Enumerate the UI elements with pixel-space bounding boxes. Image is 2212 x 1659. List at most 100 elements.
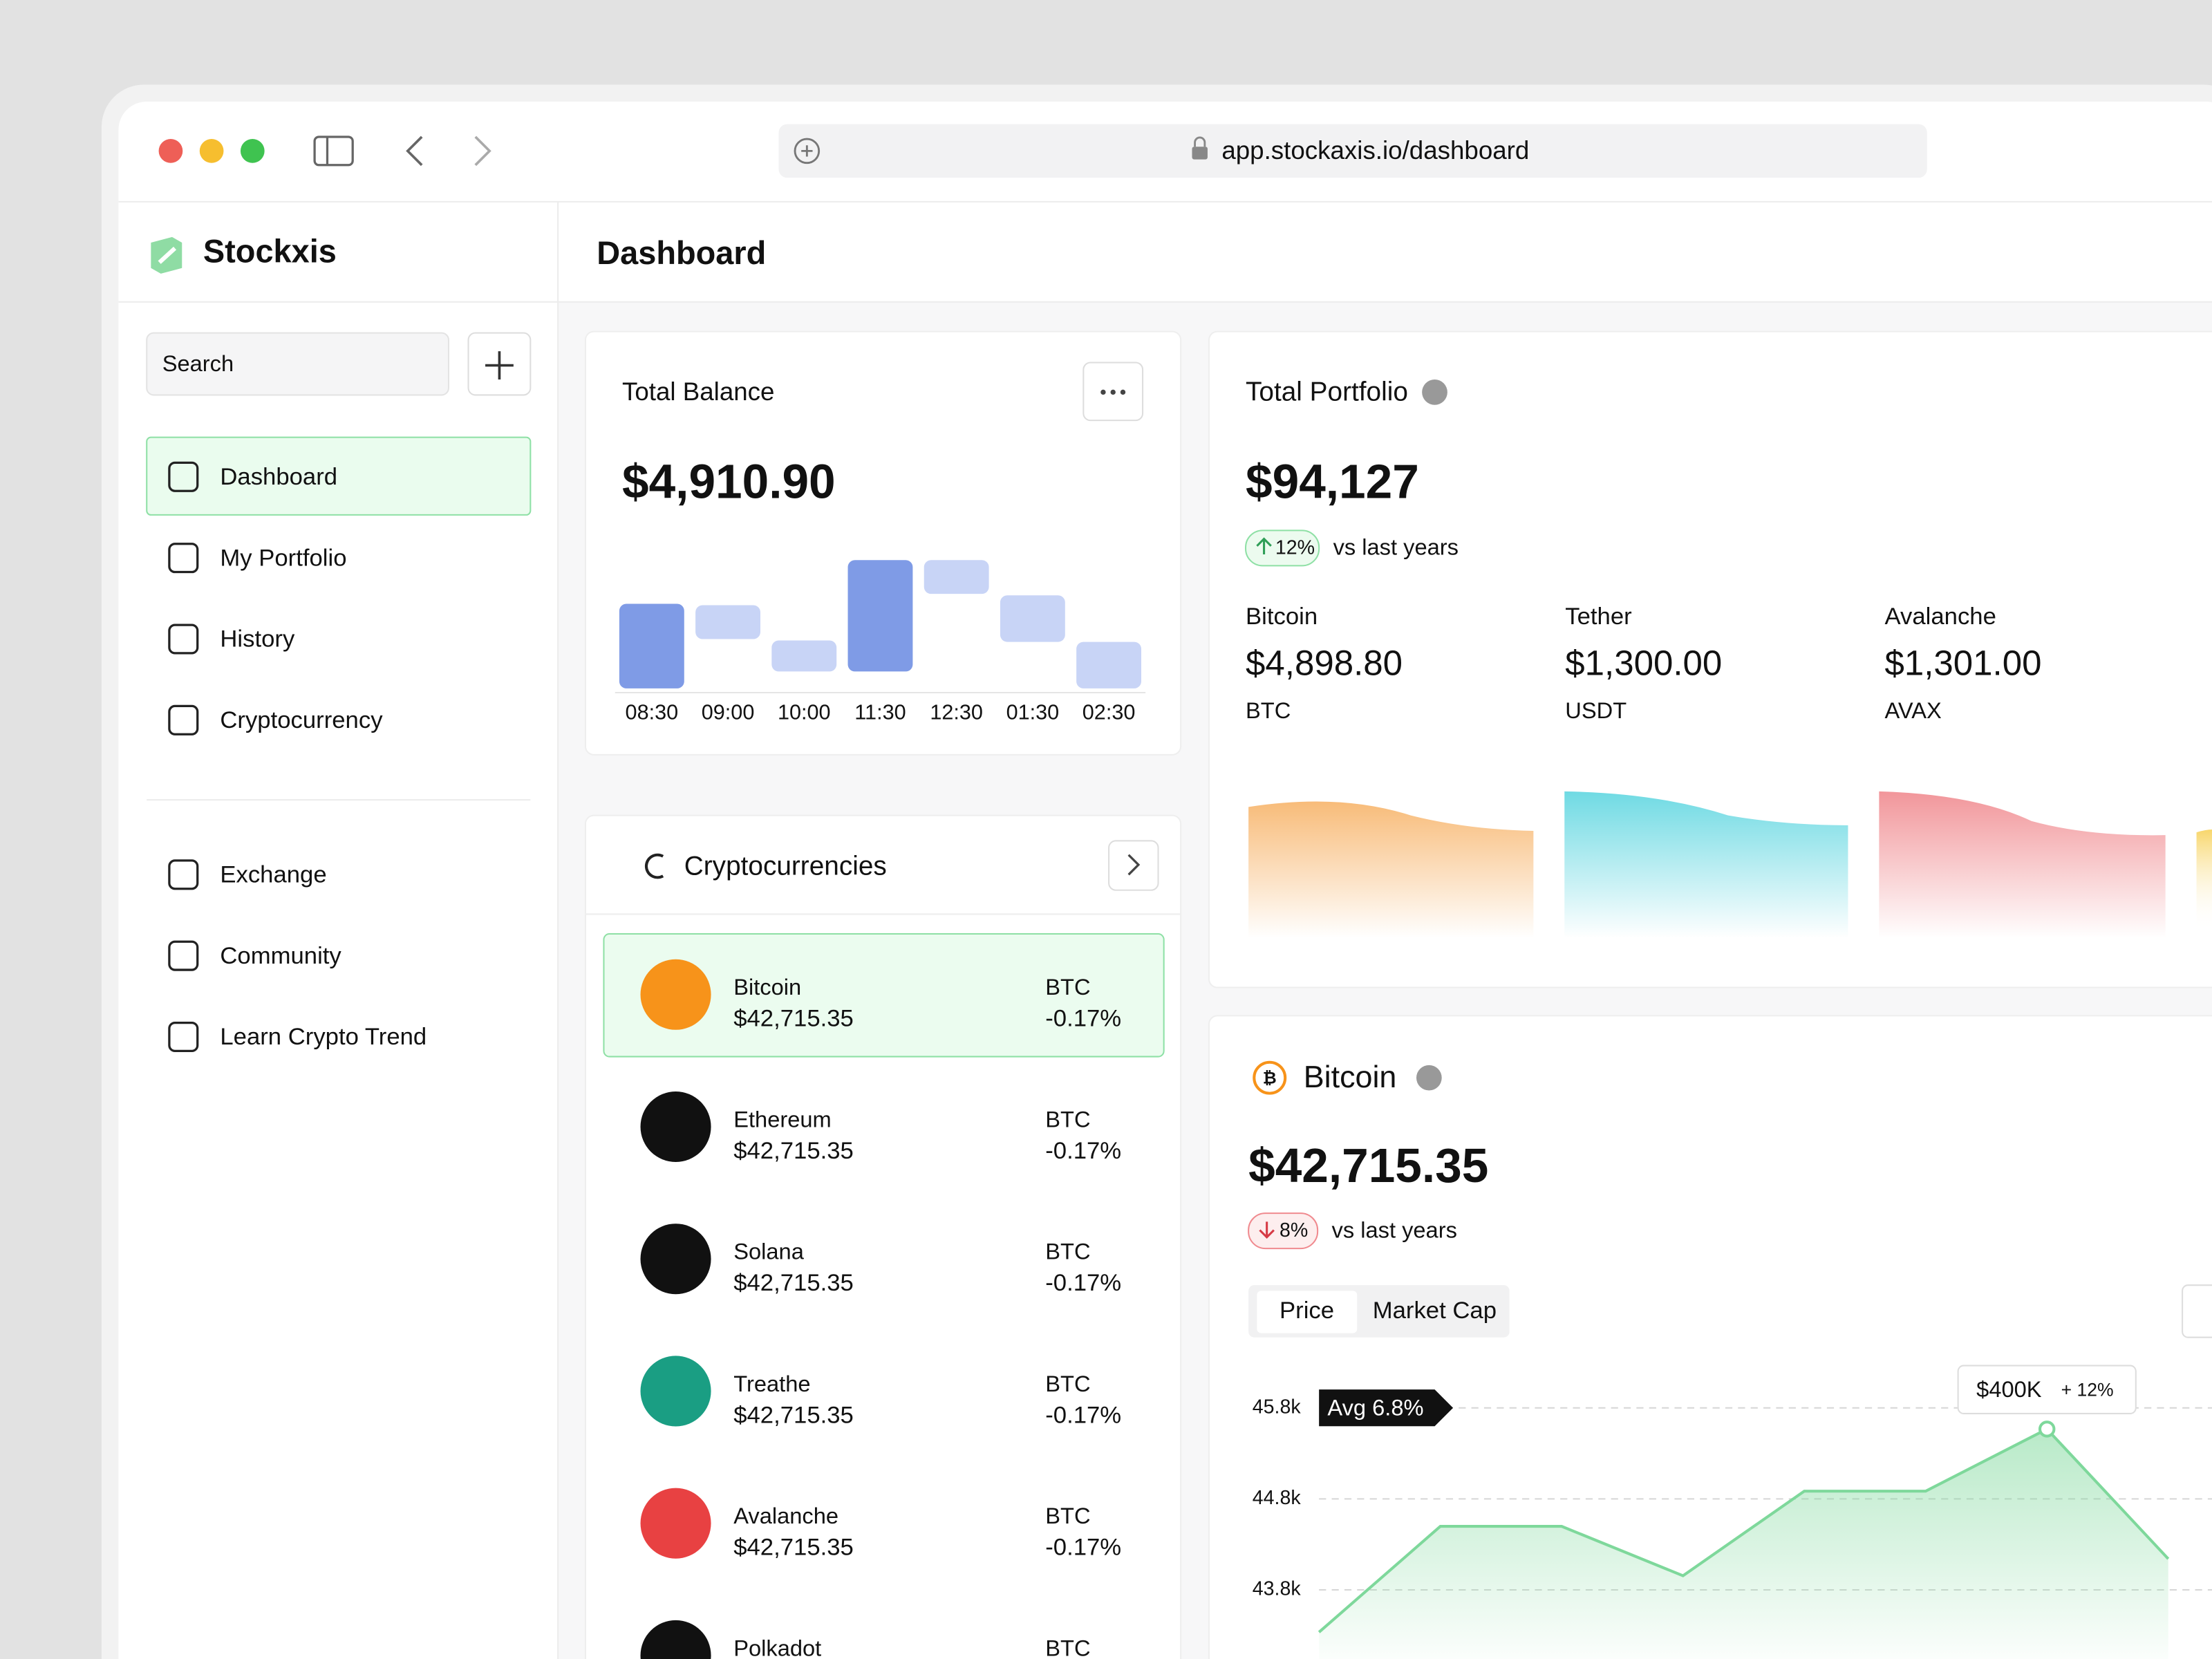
asset-name: Avalanche — [1885, 603, 1996, 630]
close-button[interactable] — [158, 139, 183, 163]
bar — [1076, 641, 1142, 688]
sparkline-area — [1564, 791, 1848, 939]
sparkline-area — [2196, 830, 2212, 931]
coin-name[interactable]: Bitcoin — [733, 974, 801, 1000]
coin-price: $42,715.35 — [733, 1402, 854, 1428]
menu-button[interactable] — [2182, 1284, 2212, 1338]
back-button[interactable] — [406, 135, 423, 167]
svg-text:₿: ₿ — [1263, 1069, 1277, 1088]
nav-icon — [168, 704, 199, 735]
tooltip-change: + 12% — [2061, 1379, 2114, 1400]
coin-name[interactable]: Ethereum — [733, 1106, 832, 1132]
maximize-button[interactable] — [240, 139, 265, 163]
more-icon — [1100, 389, 1126, 395]
bar — [1000, 595, 1065, 642]
sidebar-toggle[interactable] — [313, 135, 354, 167]
coin-symbol: BTC — [1045, 974, 1090, 1000]
nav-item[interactable]: Community — [220, 943, 341, 969]
y-tick-label: 43.8k — [1253, 1578, 1302, 1600]
change-note: vs last years — [1333, 534, 1459, 560]
brand-logo — [151, 236, 182, 274]
coin-name[interactable]: Solana — [733, 1239, 804, 1264]
change-note: vs last years — [1332, 1217, 1457, 1242]
x-tick-label: 02:30 — [1082, 701, 1136, 724]
brand-name: Stockxis — [203, 234, 337, 270]
asset-symbol: AVAX — [1885, 697, 1942, 723]
tooltip-box — [1957, 1365, 2137, 1414]
asset-symbol: BTC — [1246, 697, 1291, 723]
asset-name: Bitcoin — [1246, 603, 1318, 630]
x-tick-label: 12:30 — [930, 701, 983, 724]
bar — [695, 605, 760, 639]
down-arrow — [1259, 1221, 1275, 1239]
coin-change: -0.17% — [1045, 1138, 1121, 1164]
sparkline-area — [1248, 801, 1534, 939]
search-input[interactable] — [146, 332, 449, 396]
x-tick-label: 08:30 — [626, 701, 679, 724]
asset-value: $4,898.80 — [1246, 644, 1403, 683]
coin-price: $42,715.35 — [733, 1535, 854, 1561]
next-button[interactable] — [1108, 840, 1159, 891]
new-tab-icon[interactable] — [794, 138, 821, 165]
coin-symbol: BTC — [1045, 1239, 1090, 1264]
card-title: Total Balance — [622, 377, 774, 406]
y-tick-label: 45.8k — [1253, 1396, 1302, 1418]
coin-change: -0.17% — [1045, 1006, 1121, 1032]
coin-price: $42,715.35 — [733, 1006, 854, 1032]
nav-item[interactable]: Exchange — [220, 862, 326, 888]
coin-icon — [640, 1091, 711, 1163]
asset-name: Tether — [1565, 603, 1631, 630]
nav-item[interactable]: Cryptocurrency — [220, 707, 383, 733]
page-title: Dashboard — [597, 235, 766, 271]
minimize-button[interactable] — [199, 139, 224, 163]
card-title: Total Portfolio — [1246, 377, 1408, 407]
x-tick-label: 09:00 — [702, 701, 755, 724]
x-tick-label: 10:00 — [778, 701, 831, 724]
change-value: 12% — [1275, 536, 1315, 559]
nav-item[interactable]: Dashboard — [220, 464, 337, 490]
nav-icon — [168, 1021, 199, 1053]
portfolio-value: $94,127 — [1246, 454, 1419, 508]
tab[interactable]: Price — [1280, 1297, 1334, 1324]
nav-icon — [168, 461, 199, 492]
nav-item[interactable]: My Portfolio — [220, 545, 346, 571]
bar — [771, 640, 837, 672]
up-arrow — [1256, 537, 1272, 555]
coin-name[interactable]: Avalanche — [733, 1503, 838, 1528]
bar — [619, 603, 684, 688]
nav-item[interactable]: Learn Crypto Trend — [220, 1024, 427, 1050]
coin-name[interactable]: Polkadot — [733, 1635, 821, 1659]
area — [1319, 1429, 2168, 1659]
coin-symbol: BTC — [1045, 1503, 1090, 1528]
address-bar[interactable] — [778, 124, 1927, 178]
search-placeholder: Search — [162, 350, 234, 376]
tooltip-value: $400K — [1976, 1376, 2042, 1402]
change-value: 8% — [1280, 1219, 1308, 1241]
coin-name[interactable]: Treathe — [733, 1371, 810, 1396]
plus-icon — [485, 351, 514, 379]
card-title: Bitcoin — [1304, 1059, 1397, 1094]
coin-icon — [640, 1224, 711, 1295]
coin-symbol: BTC — [1045, 1106, 1090, 1132]
bitcoin-icon: ₿ — [1253, 1060, 1287, 1095]
nav-icon — [168, 624, 199, 655]
nav-icon — [168, 940, 199, 971]
coin-symbol: BTC — [1045, 1371, 1090, 1396]
coin-change: -0.17% — [1045, 1535, 1121, 1561]
balance-card — [584, 330, 1182, 756]
forward-button[interactable] — [474, 135, 491, 167]
nav-icon — [168, 859, 199, 890]
coin-icon — [640, 1620, 711, 1659]
coin-symbol: BTC — [1045, 1635, 1090, 1659]
bitcoin-price: $42,715.35 — [1248, 1138, 1488, 1192]
sparkline-area — [1879, 791, 2166, 939]
chevron-icon — [1127, 854, 1141, 876]
highlight-point — [2038, 1421, 2056, 1438]
lock-icon — [1192, 136, 1208, 160]
nav-active-bg — [146, 436, 532, 516]
nav-item[interactable]: History — [220, 626, 295, 653]
coin-price: $42,715.35 — [733, 1138, 854, 1164]
coin-change: -0.17% — [1045, 1270, 1121, 1296]
annotation-badge — [1319, 1389, 1454, 1427]
tab[interactable]: Market Cap — [1373, 1297, 1497, 1324]
